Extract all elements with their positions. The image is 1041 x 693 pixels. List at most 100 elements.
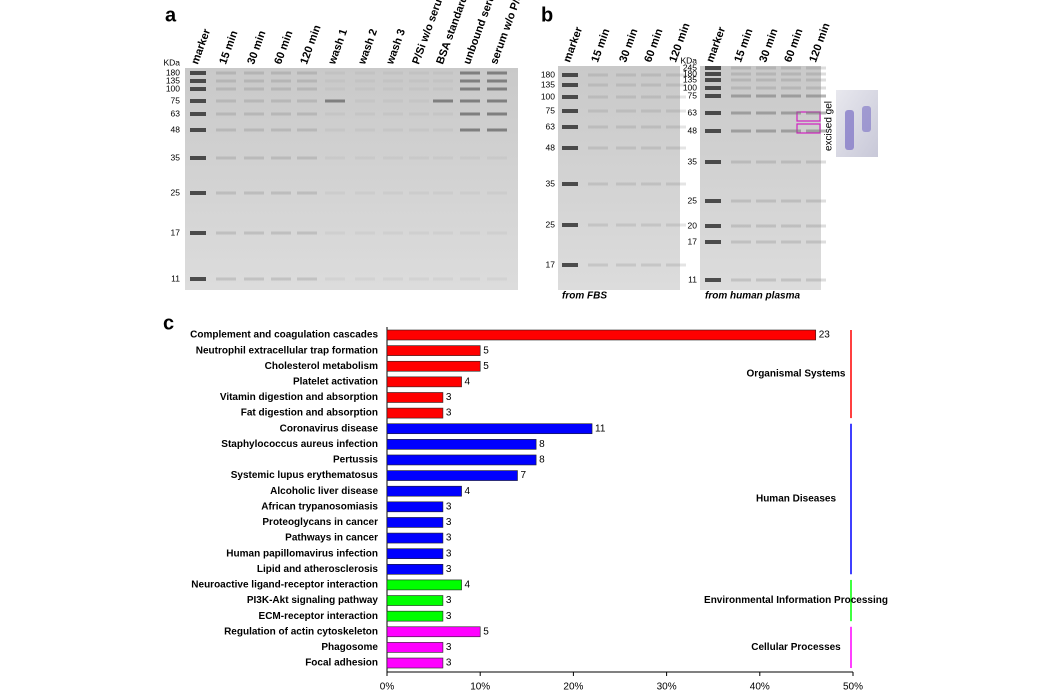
gel-band: [588, 83, 608, 87]
gel-band: [781, 240, 801, 244]
gel-band: [460, 99, 480, 103]
gel-band: [756, 94, 776, 98]
gel-band: [806, 66, 826, 70]
group-label: Organismal Systems: [747, 369, 846, 380]
gel-band: [355, 112, 375, 116]
gel-band: [325, 231, 345, 235]
gel-band: [355, 87, 375, 91]
gel-band: [383, 231, 403, 235]
gel-band: [297, 79, 317, 83]
mw-label: 17: [171, 227, 181, 237]
gel-band: [383, 112, 403, 116]
gel-band: [731, 199, 751, 203]
gel-band: [271, 79, 291, 83]
gel-band: [190, 156, 206, 160]
inset-label: excised gel: [824, 101, 835, 151]
gel-band: [297, 191, 317, 195]
count-label: 4: [465, 486, 471, 497]
gel-band: [216, 112, 236, 116]
gel-band: [641, 83, 661, 87]
gel-band: [190, 231, 206, 235]
gel-band: [216, 79, 236, 83]
category-label: Fat digestion and absorption: [241, 408, 378, 419]
count-label: 3: [446, 642, 452, 653]
gel-band: [616, 223, 636, 227]
category-label: PI3K-Akt signaling pathway: [247, 595, 379, 606]
gel-band: [616, 146, 636, 150]
category-label: Complement and coagulation cascades: [190, 330, 378, 341]
mw-label: 180: [683, 68, 697, 78]
gel-band: [562, 125, 578, 129]
lane-label: 120 min: [807, 21, 832, 64]
mw-label: 48: [546, 142, 556, 152]
gel-band: [562, 146, 578, 150]
bar: [386, 532, 444, 544]
category-label: Coronavirus disease: [280, 423, 379, 434]
gel-band: [460, 277, 480, 281]
mw-unit: KDa: [680, 55, 697, 65]
x-tick-label: 0%: [380, 682, 395, 693]
gel-band: [756, 111, 776, 115]
gel-band: [271, 128, 291, 132]
gel-band: [666, 182, 686, 186]
bar: [386, 423, 593, 435]
gel-band: [433, 112, 453, 116]
gel-band: [216, 71, 236, 75]
gel-band: [190, 191, 206, 195]
gel-band: [325, 112, 345, 116]
mw-label: 100: [541, 91, 555, 101]
bar: [386, 345, 481, 356]
gel-band: [562, 83, 578, 87]
gel-band: [641, 223, 661, 227]
bar: [386, 501, 444, 513]
gel-band: [355, 191, 375, 195]
gel-band: [190, 277, 206, 281]
gel-band: [244, 156, 264, 160]
mw-label: 17: [546, 259, 556, 269]
count-label: 5: [483, 345, 489, 356]
gel-band: [641, 146, 661, 150]
gel-band: [487, 156, 507, 160]
gel-band: [409, 156, 429, 160]
lane-label: 60 min: [272, 29, 295, 66]
gel-band: [731, 94, 751, 98]
gel-band: [460, 112, 480, 116]
mw-label: 25: [171, 187, 181, 197]
bar: [386, 626, 481, 638]
lane-label: 15 min: [732, 27, 755, 64]
gel-band: [409, 231, 429, 235]
bar: [386, 548, 444, 559]
bar: [386, 657, 444, 669]
gel-band: [588, 73, 608, 77]
gel-band: [806, 224, 826, 228]
lane-label: 30 min: [617, 27, 640, 64]
lane-label: serum w/o P/Si: [488, 0, 526, 66]
mw-label: 180: [541, 69, 555, 79]
gel-band: [705, 66, 721, 70]
gel-band: [433, 128, 453, 132]
mw-label: 135: [683, 74, 697, 84]
lane-label: wash 2: [356, 27, 380, 67]
gel-band: [460, 71, 480, 75]
gel-band: [562, 263, 578, 267]
gel-band: [216, 191, 236, 195]
gel-band: [297, 112, 317, 116]
gel-band: [806, 240, 826, 244]
gel-band: [562, 95, 578, 99]
count-label: 8: [539, 439, 545, 450]
category-label: Staphylococcus aureus infection: [221, 439, 378, 450]
category-label: Proteoglycans in cancer: [262, 517, 378, 528]
category-label: Platelet activation: [293, 377, 378, 388]
gel-band: [806, 86, 826, 90]
gel-band: [666, 83, 686, 87]
gel-band: [731, 278, 751, 282]
lane-label: 60 min: [642, 27, 665, 64]
gel-band: [641, 73, 661, 77]
gel-band: [616, 125, 636, 129]
gel-band: [355, 99, 375, 103]
count-label: 3: [446, 408, 452, 419]
category-label: Phagosome: [321, 642, 378, 653]
gel-band: [666, 263, 686, 267]
count-label: 3: [446, 533, 452, 544]
